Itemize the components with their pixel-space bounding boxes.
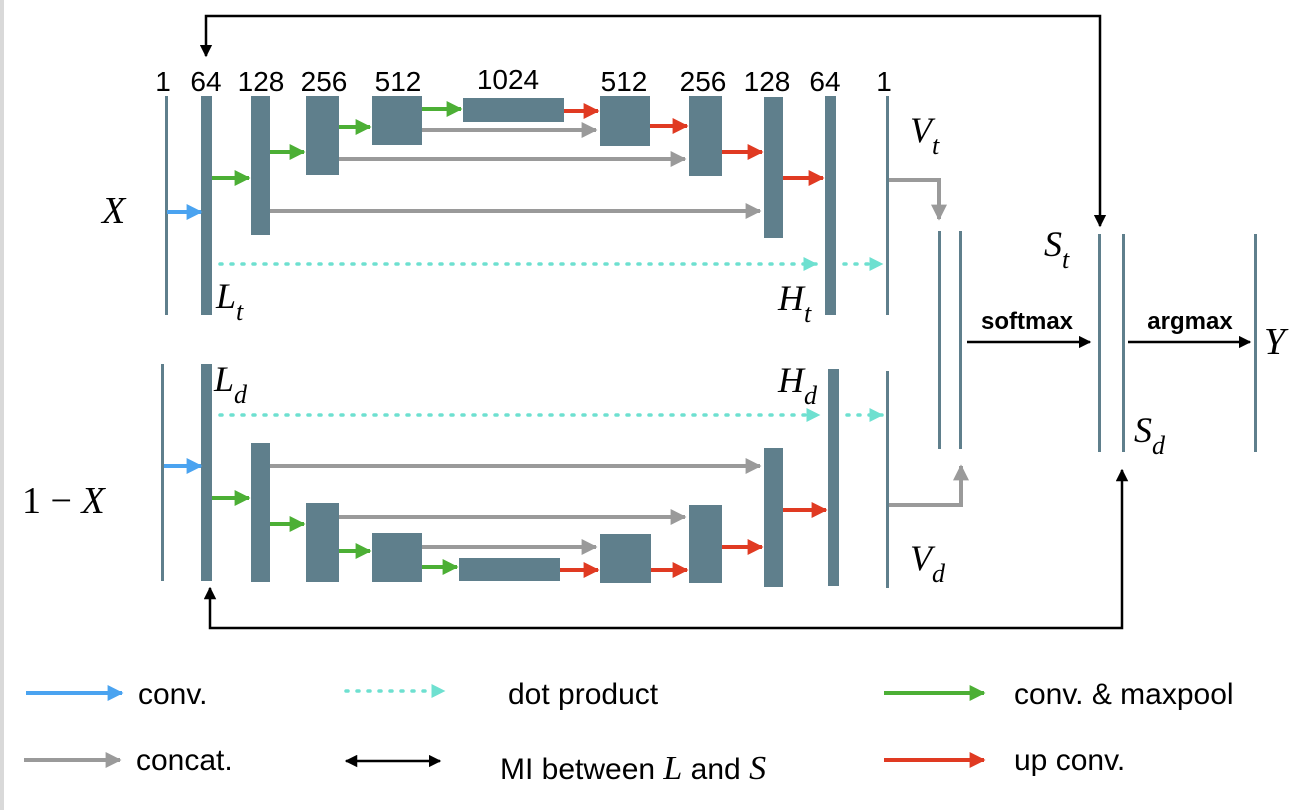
channel-label-64: 64 — [190, 66, 221, 97]
conv-arrows — [164, 204, 203, 474]
label-vt: Vt — [910, 110, 940, 160]
block-1024-top — [463, 98, 564, 122]
label-sd: Sd — [1134, 410, 1166, 460]
st-line — [1098, 234, 1101, 452]
label-one-minus-x: 1 − X — [22, 480, 106, 522]
upconv-arrows — [560, 103, 828, 578]
legend-concat-label: concat. — [136, 744, 233, 777]
block-1024-bottom — [459, 558, 560, 581]
block-128-top — [251, 96, 270, 235]
legend: conv. concat. dot product MI between L a… — [24, 678, 1234, 787]
sd-line — [1122, 234, 1125, 452]
block-64-up-bottom — [828, 369, 839, 586]
concat-arrows — [270, 122, 969, 555]
channel-label-1024: 1024 — [477, 64, 539, 95]
label-hd: Hd — [777, 360, 818, 410]
label-lt: Lt — [215, 276, 244, 326]
dot-product-arrows — [218, 257, 884, 422]
label-ht: Ht — [777, 278, 812, 328]
block-128-up-bottom — [764, 448, 783, 587]
legend-dot-label: dot product — [508, 678, 659, 711]
output-lines — [938, 231, 1257, 452]
channel-label-256-dec: 256 — [680, 66, 727, 97]
legend-mi-label: MI between L and S — [500, 750, 766, 787]
block-128-bottom — [251, 443, 270, 582]
softmax-label: softmax — [981, 308, 1074, 335]
maxpool-arrows — [212, 101, 463, 575]
block-512-top — [372, 96, 422, 145]
math-labels: X 1 − X Lt Ld Ht Hd Vt Vd St Sd Y — [22, 110, 1289, 588]
block-256-up-bottom — [689, 505, 722, 583]
channel-label-1-out: 1 — [876, 66, 892, 97]
label-ld: Ld — [213, 359, 248, 409]
block-512-up-top — [600, 96, 650, 146]
vt-line — [938, 231, 941, 449]
label-vd: Vd — [910, 538, 946, 588]
block-128-up-top — [764, 97, 783, 238]
channel-label-256: 256 — [301, 66, 348, 97]
channel-label-128-dec: 128 — [744, 66, 791, 97]
block-256-top — [306, 96, 339, 175]
output-line-bottom — [886, 371, 889, 588]
block-512-bottom — [372, 533, 422, 582]
label-x: X — [100, 190, 127, 232]
block-256-up-top — [689, 96, 722, 176]
mi-arrow-top — [199, 14, 1107, 228]
legend-conv-label: conv. — [138, 678, 207, 711]
mi-arrows — [199, 14, 1129, 630]
concat-arrow-vd — [889, 464, 969, 507]
channel-label-64-dec: 64 — [809, 66, 840, 97]
block-64-top — [201, 96, 212, 315]
y-line — [1254, 234, 1257, 452]
concat-arrow-vt — [889, 178, 947, 221]
output-line-top — [886, 96, 889, 315]
channel-label-512: 512 — [375, 66, 422, 97]
input-line-top — [165, 96, 168, 315]
block-64-bottom — [201, 364, 212, 581]
channel-label-128: 128 — [238, 66, 285, 97]
argmax-label: argmax — [1147, 308, 1233, 335]
label-st: St — [1044, 224, 1070, 274]
block-64-up-top — [825, 96, 836, 315]
mi-arrow-bottom — [203, 468, 1129, 630]
label-y: Y — [1264, 321, 1289, 363]
legend-maxpool-label: conv. & maxpool — [1014, 678, 1234, 711]
input-line-bottom — [161, 364, 164, 581]
block-512-up-bottom — [600, 534, 651, 583]
legend-upconv-label: up conv. — [1014, 744, 1125, 777]
channel-label-512-dec: 512 — [601, 66, 648, 97]
left-edge-strip — [0, 0, 4, 810]
vd-line — [959, 231, 962, 449]
channel-labels: 1 64 128 256 512 1024 512 256 128 64 1 — [155, 64, 892, 97]
channel-label-1: 1 — [155, 66, 171, 97]
block-256-bottom — [306, 503, 339, 582]
